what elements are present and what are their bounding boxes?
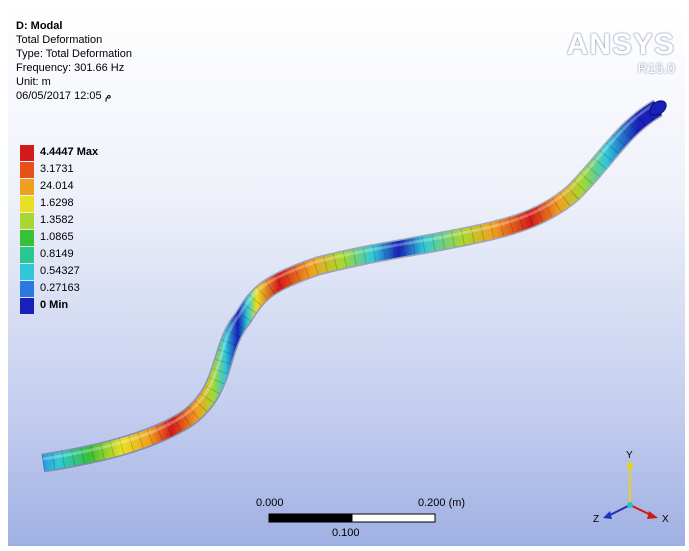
- legend-row: 0.54327: [20, 264, 160, 280]
- legend-swatch: [20, 264, 34, 280]
- legend-swatch: [20, 281, 34, 297]
- y-axis-label: Y: [626, 450, 633, 461]
- analysis-title: D: Modal: [16, 20, 63, 32]
- legend-swatch: [20, 179, 34, 195]
- legend-label: 0 Min: [40, 299, 69, 311]
- legend-row: 3.1731: [20, 162, 160, 178]
- scale-mid-label: 0.100: [332, 527, 360, 539]
- legend-swatch: [20, 230, 34, 246]
- timestamp-label: 06/05/2017 12:05 م: [16, 90, 112, 102]
- legend-label: 24.014: [40, 180, 74, 192]
- legend-row: 0.8149: [20, 247, 160, 263]
- frequency-label: Frequency: 301.66 Hz: [16, 62, 125, 74]
- z-axis-arrow: [607, 504, 631, 517]
- result-type: Type: Total Deformation: [16, 48, 132, 60]
- legend-label: 0.8149: [40, 248, 74, 260]
- z-axis-label: Z: [593, 514, 599, 525]
- scale-right-label: 0.200 (m): [418, 497, 466, 509]
- legend-swatch: [20, 145, 34, 161]
- legend-row: 0.27163: [20, 281, 160, 297]
- legend-label: 3.1731: [40, 163, 74, 175]
- axis-triad[interactable]: Y X Z: [8, 8, 685, 546]
- legend-swatch: [20, 213, 34, 229]
- legend-label: 0.54327: [40, 265, 80, 277]
- legend-label: 1.0865: [40, 231, 74, 243]
- legend-label: 4.4447 Max: [40, 146, 99, 158]
- legend-swatch: [20, 162, 34, 178]
- ansys-logo: ANSYS R15.0: [566, 28, 675, 77]
- x-axis-label: X: [662, 514, 669, 525]
- unit-label: Unit: m: [16, 76, 51, 88]
- legend-row: 1.6298: [20, 196, 160, 212]
- brand-name: ANSYS: [566, 28, 675, 61]
- legend-row: 4.4447 Max: [20, 145, 160, 161]
- legend-row: 1.3582: [20, 213, 160, 229]
- legend-row: 24.014: [20, 179, 160, 195]
- legend-label: 0.27163: [40, 282, 80, 294]
- legend-row: 1.0865: [20, 230, 160, 246]
- graphics-viewport[interactable]: D: Modal Total Deformation Type: Total D…: [8, 8, 685, 546]
- scale-left-label: 0.000: [256, 497, 284, 509]
- legend-row: 0 Min: [20, 298, 160, 314]
- legend-swatch: [20, 196, 34, 212]
- deformed-pipe-model[interactable]: [8, 8, 685, 546]
- legend-swatch: [20, 247, 34, 263]
- scale-bar-graphic: [268, 513, 436, 523]
- version-label: R15.0: [637, 60, 675, 76]
- legend-swatch: [20, 298, 34, 314]
- result-name: Total Deformation: [16, 34, 103, 46]
- legend-label: 1.3582: [40, 214, 74, 226]
- legend-label: 1.6298: [40, 197, 74, 209]
